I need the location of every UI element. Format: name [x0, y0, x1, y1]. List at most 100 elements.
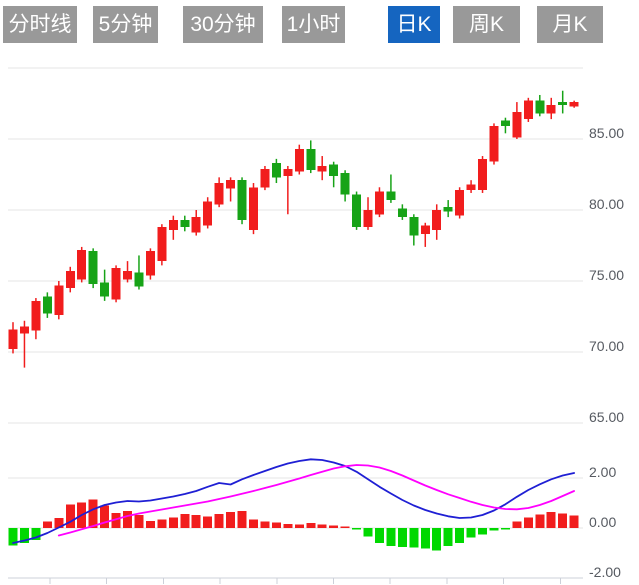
macd-bar-up	[569, 515, 579, 528]
tab-timeshare[interactable]: 分时线	[3, 6, 77, 43]
candle-up	[214, 183, 224, 205]
candle-up	[123, 271, 133, 280]
candle-up	[260, 168, 270, 188]
price-axis-label: 75.00	[589, 267, 624, 283]
candle-down	[409, 217, 419, 236]
candle-down	[88, 251, 98, 284]
macd-bar-up	[512, 521, 522, 528]
macd-bar-up	[100, 505, 110, 528]
candle-up	[363, 210, 373, 228]
candle-up	[317, 165, 327, 172]
candle-up	[248, 187, 258, 230]
macd-bar-up	[203, 516, 213, 528]
macd-axis-label: -2.00	[589, 564, 621, 580]
candle-down	[180, 219, 190, 228]
candle-up	[31, 300, 41, 331]
candle-up	[455, 190, 465, 216]
macd-bar-up	[294, 524, 304, 528]
candle-up	[8, 329, 18, 350]
candle-up	[478, 158, 488, 191]
macd-bar-down	[420, 528, 430, 549]
candle-up	[432, 210, 442, 230]
candle-down	[500, 120, 510, 127]
candle-up	[203, 201, 213, 226]
macd-bar-up	[248, 519, 258, 528]
macd-bar-up	[329, 525, 339, 528]
candle-up	[19, 326, 29, 334]
macd-bar-up	[283, 523, 293, 528]
macd-axis-label: 0.00	[589, 514, 616, 530]
macd-bar-up	[168, 517, 178, 528]
tab-30min[interactable]: 30分钟	[183, 6, 263, 43]
candle-up	[283, 168, 293, 176]
tab-5min[interactable]: 5分钟	[93, 6, 158, 43]
candle-up	[226, 180, 236, 189]
candle-up	[111, 268, 121, 300]
macd-bar-up	[88, 499, 98, 528]
candle-down	[271, 163, 281, 178]
macd-bar-up	[191, 515, 201, 528]
macd-bar-down	[352, 528, 362, 530]
macd-bar-up	[54, 518, 64, 528]
candle-down	[386, 191, 396, 201]
candle-down	[329, 164, 339, 176]
macd-bar-down	[455, 528, 465, 543]
price-axis-label: 70.00	[589, 338, 624, 354]
macd-bar-down	[489, 528, 499, 531]
macd-bar-down	[19, 528, 29, 543]
candle-up	[523, 100, 533, 120]
price-axis-label: 80.00	[589, 196, 624, 212]
macd-bar-up	[226, 512, 236, 528]
macd-bar-down	[386, 528, 396, 546]
macd-bar-up	[271, 522, 281, 528]
tab-monthly-k[interactable]: 月K	[537, 6, 603, 43]
macd-bar-up	[260, 521, 270, 528]
tab-weekly-k[interactable]: 周K	[453, 6, 520, 43]
candle-down	[443, 207, 453, 212]
candle-down	[397, 208, 407, 218]
macd-bar-down	[374, 528, 384, 543]
candle-up	[546, 104, 556, 114]
macd-bar-up	[157, 519, 167, 528]
candle-down	[535, 100, 545, 114]
macd-bar-down	[478, 528, 488, 535]
candle-up	[77, 249, 87, 280]
macd-bar-up	[123, 510, 133, 528]
candle-up	[512, 112, 522, 138]
candle-up	[145, 251, 155, 276]
macd-bar-up	[558, 513, 568, 528]
macd-bar-down	[500, 528, 510, 530]
macd-bar-up	[214, 513, 224, 528]
macd-bar-up	[306, 523, 316, 528]
macd-bar-up	[111, 513, 121, 528]
macd-bar-up	[546, 512, 556, 528]
macd-bar-up	[340, 526, 350, 528]
macd-bar-up	[145, 520, 155, 528]
macd-bar-up	[134, 515, 144, 528]
chart-period-tabbar: 分时线 5分钟 30分钟 1小时 日K 周K 月K	[0, 0, 639, 52]
macd-dif-line	[12, 458, 575, 544]
candle-up	[489, 126, 499, 162]
macd-bar-down	[397, 528, 407, 547]
candle-up	[54, 285, 64, 316]
tab-1hour[interactable]: 1小时	[282, 6, 345, 43]
macd-bar-up	[317, 524, 327, 528]
candle-up	[420, 225, 430, 235]
macd-bar-up	[42, 521, 52, 528]
macd-bar-up	[65, 504, 75, 528]
candle-down	[340, 173, 350, 195]
macd-bar-down	[432, 528, 442, 551]
macd-bar-down	[466, 528, 476, 538]
candle-up	[65, 271, 75, 289]
tab-daily-k[interactable]: 日K	[388, 6, 440, 43]
macd-bar-up	[180, 513, 190, 528]
candle-up	[168, 219, 178, 230]
candle-down	[237, 180, 247, 220]
price-axis-label: 65.00	[589, 409, 624, 425]
candle-up	[569, 102, 579, 107]
macd-bar-down	[443, 528, 453, 546]
macd-bar-up	[237, 510, 247, 528]
macd-axis-label: 2.00	[589, 464, 616, 480]
